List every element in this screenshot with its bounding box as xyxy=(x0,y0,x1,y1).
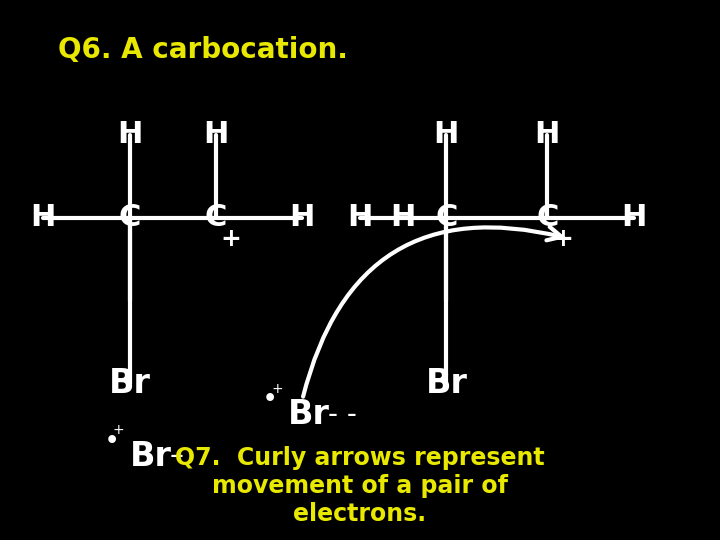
Text: - -: - - xyxy=(328,401,356,429)
Text: C: C xyxy=(204,204,228,232)
Text: H: H xyxy=(347,204,373,232)
Text: +: + xyxy=(220,227,240,251)
Text: C: C xyxy=(118,204,141,232)
Text: –: – xyxy=(169,442,183,470)
Text: H: H xyxy=(390,204,416,232)
Text: H: H xyxy=(203,120,229,150)
Text: Q7.  Curly arrows represent
movement of a pair of
electrons.: Q7. Curly arrows represent movement of a… xyxy=(175,446,545,525)
Text: •: • xyxy=(263,389,277,409)
Text: H: H xyxy=(534,120,560,150)
Text: H: H xyxy=(117,120,143,150)
Text: +: + xyxy=(271,382,283,396)
Text: Br: Br xyxy=(130,440,171,473)
Text: Br: Br xyxy=(288,399,330,431)
Text: •: • xyxy=(104,431,119,451)
Text: H: H xyxy=(433,120,459,150)
Text: C: C xyxy=(435,204,458,232)
Text: Q6. A carbocation.: Q6. A carbocation. xyxy=(58,36,348,64)
Text: H: H xyxy=(30,204,56,232)
Text: Br: Br xyxy=(426,367,467,400)
Text: H: H xyxy=(621,204,647,232)
Text: H: H xyxy=(289,204,315,232)
Text: Br: Br xyxy=(109,367,150,400)
Text: +: + xyxy=(113,423,125,437)
Text: C: C xyxy=(536,204,559,232)
Text: +: + xyxy=(553,227,573,251)
